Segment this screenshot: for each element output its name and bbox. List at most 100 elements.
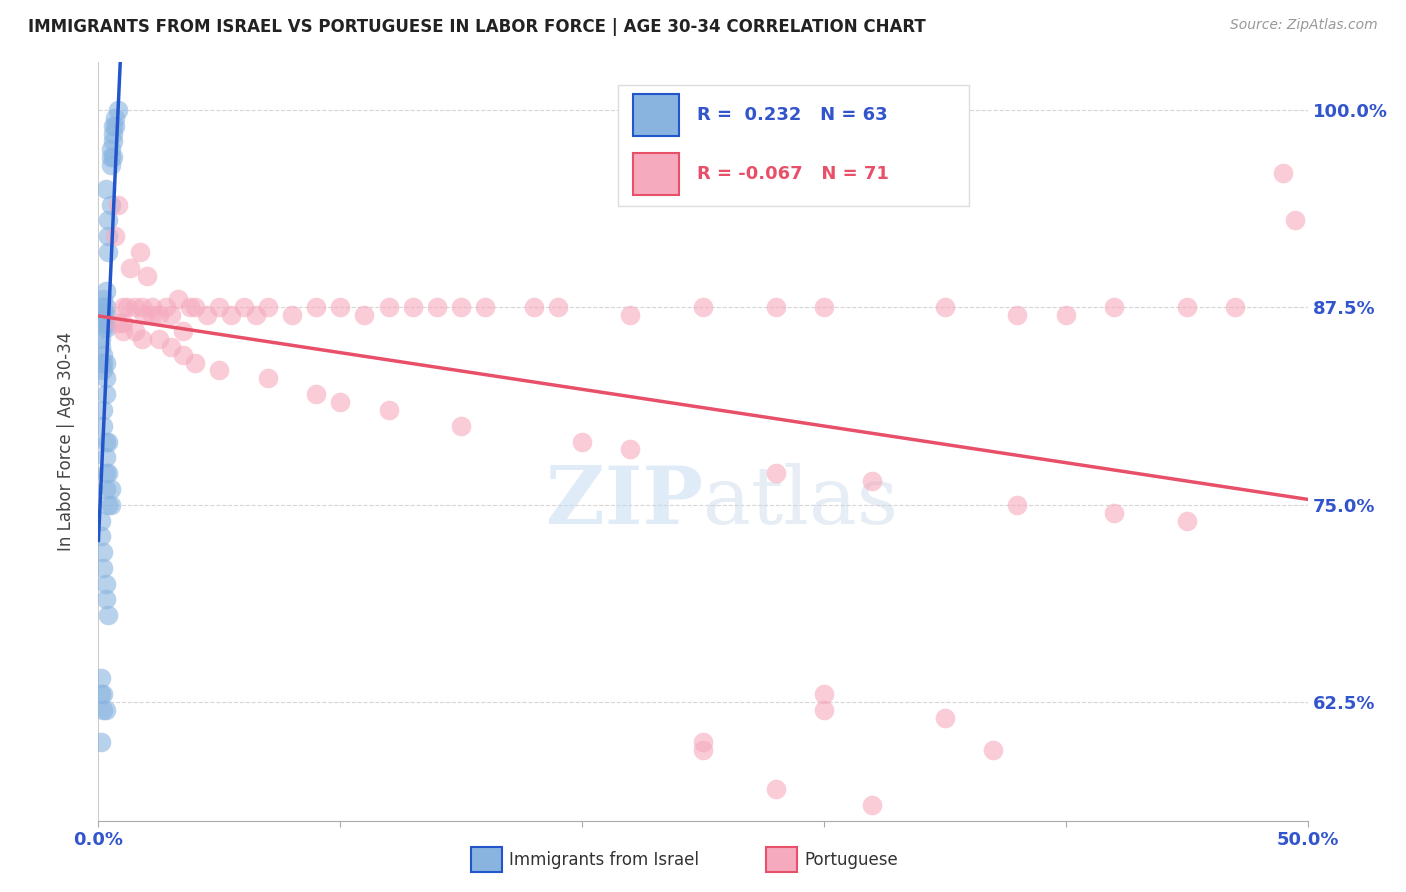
Text: ZIP: ZIP (546, 463, 703, 541)
Point (1272, 166, 1295, 180)
Point (97, 213, 120, 227)
Point (377, 300, 399, 314)
Point (329, 395, 352, 409)
Point (90, 308, 112, 322)
Point (100, 498, 122, 512)
Point (155, 300, 177, 314)
Point (124, 300, 146, 314)
Point (91, 687, 114, 701)
Point (353, 308, 375, 322)
Point (934, 300, 956, 314)
Point (94, 285, 117, 299)
Point (94, 434, 117, 449)
Point (184, 355, 207, 369)
Point (860, 797, 883, 812)
Point (1102, 506, 1125, 520)
Point (94, 321, 117, 335)
Point (305, 387, 328, 401)
Point (305, 300, 328, 314)
Point (195, 308, 218, 322)
Point (94, 182, 117, 196)
Point (981, 742, 1004, 756)
Point (94, 308, 117, 322)
Point (118, 260, 141, 275)
Point (765, 466, 787, 480)
Point (90, 734, 112, 748)
FancyBboxPatch shape (633, 153, 679, 195)
Point (281, 308, 304, 322)
Point (245, 308, 267, 322)
Point (232, 300, 254, 314)
Point (160, 308, 183, 322)
Text: R =  0.232   N = 63: R = 0.232 N = 63 (697, 106, 887, 124)
Point (94, 450, 117, 465)
Point (450, 300, 472, 314)
Point (692, 734, 714, 748)
Point (124, 324, 146, 338)
Point (329, 300, 352, 314)
Point (91, 316, 114, 330)
Point (91, 305, 114, 319)
Point (1102, 300, 1125, 314)
Point (402, 300, 425, 314)
Y-axis label: In Labor Force | Age 30-34: In Labor Force | Age 30-34 (56, 332, 75, 551)
Point (100, 482, 122, 496)
Point (221, 308, 243, 322)
Point (94, 576, 117, 591)
Point (100, 197, 122, 211)
Point (256, 300, 278, 314)
Point (765, 782, 787, 797)
Point (91, 300, 114, 314)
Point (101, 150, 124, 164)
FancyBboxPatch shape (619, 85, 969, 207)
Point (94, 316, 117, 330)
Point (172, 348, 194, 362)
Point (94, 371, 117, 385)
Point (107, 103, 129, 117)
Point (860, 474, 883, 488)
Point (167, 293, 190, 307)
Point (426, 300, 449, 314)
Point (91, 703, 114, 717)
Point (90, 514, 112, 528)
Point (619, 442, 641, 457)
Point (90, 672, 112, 686)
Point (91, 311, 114, 326)
Point (523, 300, 546, 314)
Point (91, 321, 114, 335)
Point (91, 418, 114, 433)
Point (934, 711, 956, 725)
Point (117, 300, 139, 314)
Point (91, 561, 114, 575)
Point (547, 300, 569, 314)
Point (135, 268, 157, 283)
Point (377, 403, 399, 417)
Text: atlas: atlas (703, 463, 898, 541)
Point (91, 348, 114, 362)
Point (813, 687, 835, 701)
Point (97, 498, 120, 512)
Point (90, 529, 112, 543)
Point (208, 363, 231, 377)
Point (100, 150, 122, 164)
Point (90, 355, 112, 369)
Point (450, 418, 472, 433)
Point (256, 371, 278, 385)
Point (100, 142, 122, 156)
Point (91, 293, 114, 307)
Point (91, 355, 114, 369)
Point (97, 434, 120, 449)
Point (1007, 498, 1029, 512)
Point (619, 308, 641, 322)
Point (179, 300, 201, 314)
Point (141, 300, 163, 314)
Point (97, 608, 120, 623)
Point (692, 300, 714, 314)
Point (1175, 300, 1198, 314)
Point (94, 355, 117, 369)
Point (474, 300, 496, 314)
Point (97, 229, 120, 244)
Point (172, 324, 194, 338)
Point (107, 316, 129, 330)
Point (111, 300, 134, 314)
